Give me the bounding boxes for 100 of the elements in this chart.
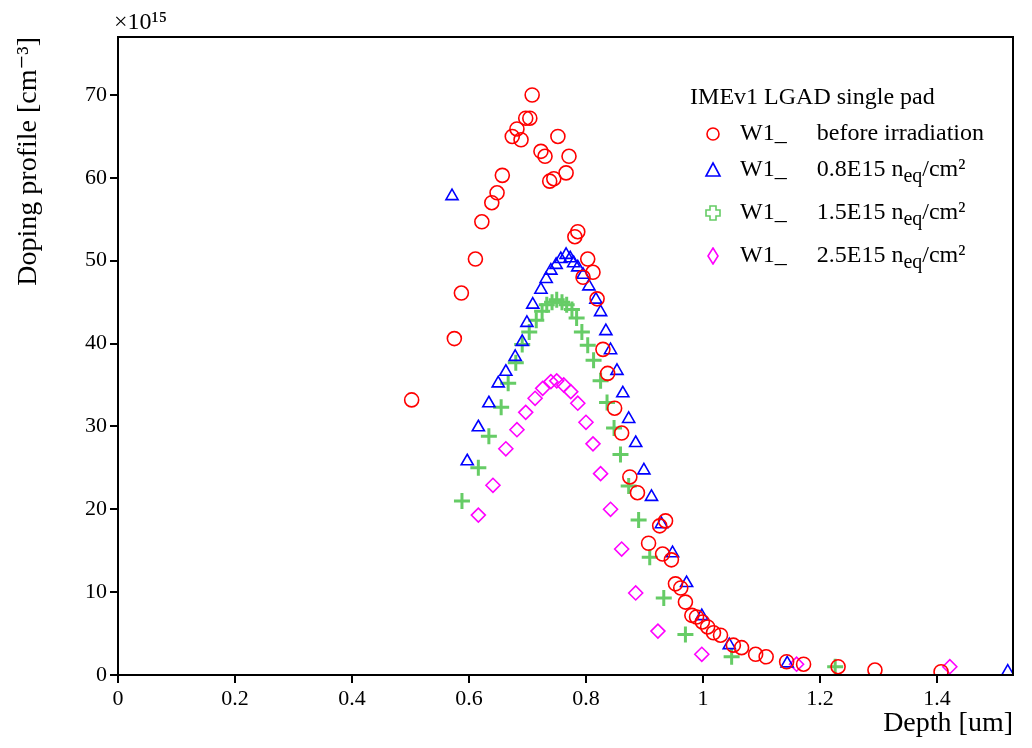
point	[613, 541, 630, 557]
point	[445, 188, 459, 201]
point	[644, 489, 659, 502]
point	[615, 385, 630, 398]
point	[569, 223, 586, 240]
point	[705, 624, 722, 641]
point	[795, 656, 812, 673]
y-tick-label: 50	[85, 246, 107, 272]
point	[558, 165, 574, 181]
point	[460, 453, 475, 466]
point	[637, 462, 651, 475]
point	[508, 349, 523, 362]
point	[534, 380, 551, 397]
point	[569, 395, 586, 412]
point	[694, 614, 711, 630]
point	[599, 323, 613, 336]
point	[519, 322, 539, 342]
point	[482, 395, 496, 408]
point	[654, 516, 669, 529]
point	[628, 435, 643, 448]
point	[579, 251, 596, 267]
x-tick-label: 0.4	[338, 684, 366, 710]
point	[544, 262, 558, 275]
point	[575, 269, 591, 286]
point	[592, 465, 609, 482]
point	[610, 445, 630, 465]
point	[599, 365, 616, 382]
point	[537, 295, 557, 315]
point	[517, 404, 534, 421]
point	[699, 619, 716, 635]
point	[549, 257, 563, 270]
y-tick-label: 0	[96, 660, 107, 686]
point	[675, 624, 695, 644]
x-tick-label: 0.8	[572, 684, 600, 710]
point	[525, 296, 540, 309]
legend-label: W1_ 1.5E15 n$_{eq}$/cm²	[740, 197, 966, 229]
point	[627, 585, 644, 601]
point	[550, 128, 566, 145]
point	[593, 304, 608, 317]
point	[694, 646, 710, 663]
point	[578, 414, 594, 431]
point	[470, 507, 487, 523]
point	[559, 247, 573, 260]
point	[489, 184, 505, 201]
y-tick-label: 70	[85, 80, 107, 106]
point	[491, 375, 506, 388]
point	[467, 251, 484, 267]
point	[534, 281, 548, 295]
point	[541, 173, 558, 189]
point	[474, 213, 490, 230]
point	[553, 251, 568, 264]
point	[485, 477, 501, 494]
point	[537, 148, 553, 165]
y-tick-label: 30	[85, 412, 107, 438]
point	[509, 121, 525, 137]
point	[595, 341, 611, 358]
x-tick-label: 1.2	[806, 684, 834, 710]
point	[561, 148, 577, 165]
point	[491, 397, 511, 417]
point	[567, 228, 583, 245]
point	[585, 436, 601, 452]
point	[667, 576, 684, 592]
point	[867, 662, 883, 675]
point	[622, 469, 638, 485]
point	[468, 458, 488, 478]
point	[524, 87, 540, 103]
legend-label: W1_ before irradiation	[740, 119, 984, 145]
point	[694, 608, 709, 621]
point	[509, 421, 525, 438]
point	[513, 131, 529, 148]
point	[677, 594, 694, 610]
point	[533, 143, 549, 160]
point	[712, 627, 729, 644]
point	[446, 330, 463, 347]
legend-label: W1_ 2.5E15 n$_{eq}$/cm²	[740, 240, 966, 272]
point	[758, 648, 774, 665]
point	[672, 580, 689, 596]
point	[453, 285, 470, 301]
point	[584, 350, 604, 370]
point	[684, 607, 700, 624]
point	[942, 658, 958, 675]
point	[572, 322, 592, 342]
text: ×10¹⁵	[114, 8, 168, 35]
point	[582, 278, 596, 291]
point	[650, 623, 666, 639]
point	[570, 259, 585, 272]
point	[585, 264, 601, 281]
x-tick-label: 1	[697, 684, 709, 710]
point	[515, 334, 530, 347]
point	[747, 646, 764, 663]
point	[522, 110, 538, 126]
point	[629, 484, 646, 501]
point	[504, 128, 521, 145]
point	[722, 637, 737, 650]
point	[578, 335, 598, 355]
legend-label: W1_ 0.8E15 n$_{eq}$/cm²	[740, 155, 966, 186]
point	[663, 552, 680, 568]
point	[563, 250, 578, 263]
point	[517, 110, 534, 126]
point	[494, 167, 511, 184]
